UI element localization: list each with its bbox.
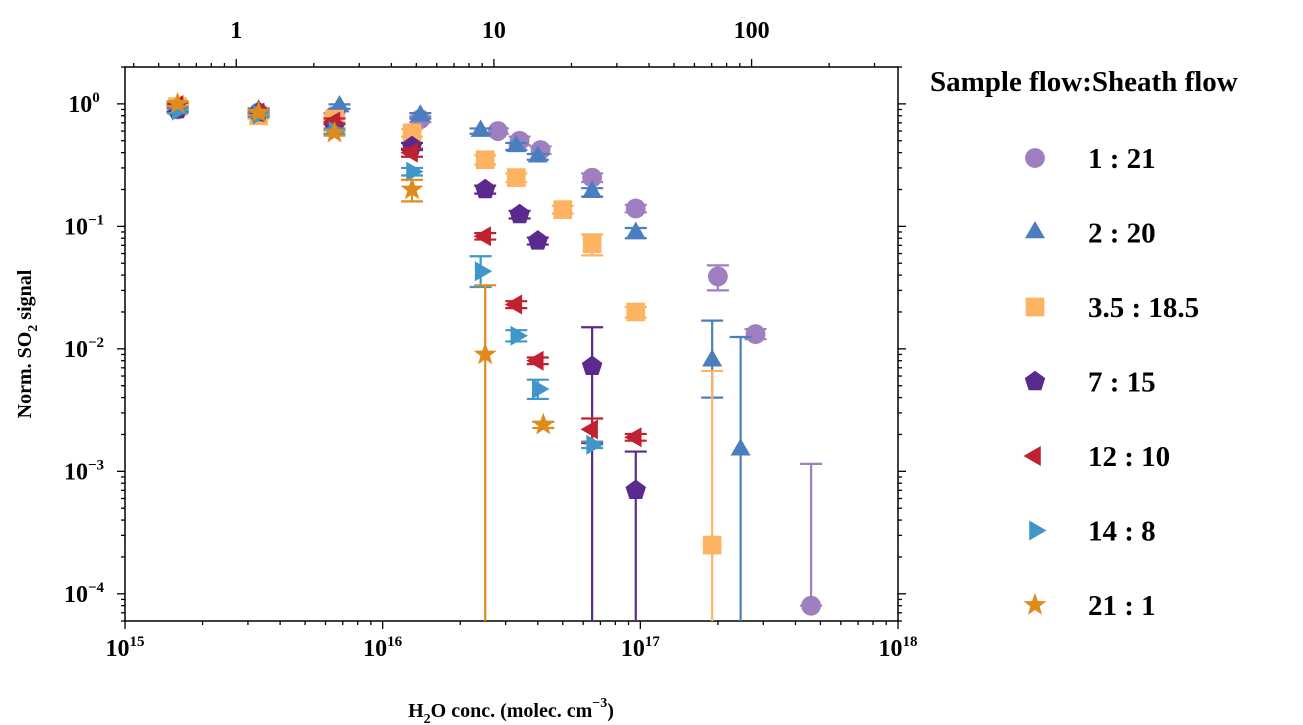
plot-frame: [124, 66, 899, 622]
data-point: [625, 479, 647, 500]
data-point: [475, 150, 495, 170]
top-tick-label: 100: [734, 18, 770, 44]
data-point: [473, 342, 497, 365]
data-point: [580, 419, 598, 440]
legend-label: 7 : 15: [1088, 367, 1156, 399]
legend-marker: [1029, 520, 1047, 541]
top-axis-ticks: 1 10 100: [133, 18, 876, 67]
data-point: [801, 595, 822, 616]
legend-label: 21 : 1: [1088, 590, 1156, 622]
data-point: [322, 120, 346, 143]
legend-marker: [1024, 370, 1046, 391]
data-point: [581, 355, 603, 376]
data-point: [247, 100, 271, 123]
data-point: [553, 200, 573, 219]
y-axis-ticks: 100 10−1 10−2 10−3 10−4: [64, 66, 125, 622]
data-point: [702, 535, 722, 555]
data-point: [166, 91, 190, 114]
data-point: [406, 161, 424, 182]
series-12-10: [166, 94, 647, 448]
data-point: [473, 226, 491, 247]
data-point: [410, 104, 431, 122]
data-point: [532, 379, 550, 400]
data-point: [582, 234, 602, 254]
data-point: [474, 261, 493, 282]
data-point: [586, 434, 604, 455]
data-point: [626, 302, 646, 322]
x-axis-label: H2O conc. (molec. cm−3): [408, 696, 614, 725]
y-tick-label: 10−4: [64, 580, 105, 608]
x-tick-label: 1016: [363, 634, 403, 662]
data-point: [506, 168, 526, 187]
y-tick-label: 10−2: [64, 335, 104, 363]
data-point: [510, 325, 528, 346]
series-2-20: [166, 95, 752, 621]
legend-marker: [1025, 148, 1045, 168]
data-point: [329, 95, 350, 113]
data-point: [582, 167, 603, 188]
legend-label: 3.5 : 18.5: [1088, 292, 1199, 324]
series-21-1: [166, 91, 555, 621]
data-series: [166, 91, 823, 621]
data-point: [506, 134, 527, 153]
y-tick-label: 100: [68, 90, 100, 118]
y-axis-label: Norm. SO2 signal: [14, 269, 41, 418]
legend-title: Sample flow:Sheath flow: [930, 66, 1238, 98]
legend-marker: [1023, 446, 1041, 466]
legend-marker: [1025, 297, 1045, 317]
y-tick-label: 10−3: [64, 457, 104, 485]
series-1-21: [166, 99, 823, 616]
legend: 1 : 21 2 : 20 3.5 : 18.5 7 : 15 12 : 10 14 : …: [1023, 143, 1199, 622]
data-point: [625, 198, 646, 219]
data-point: [470, 119, 491, 137]
data-point: [625, 221, 646, 239]
data-point: [402, 123, 422, 143]
legend-label: 2 : 20: [1088, 218, 1156, 250]
x-tick-label: 1015: [106, 634, 145, 662]
data-point: [527, 145, 548, 163]
top-tick-label: 1: [230, 18, 242, 44]
data-point: [707, 266, 728, 287]
data-point: [400, 177, 424, 200]
data-point: [531, 412, 555, 435]
data-point: [745, 324, 766, 344]
legend-label: 14 : 8: [1088, 516, 1156, 548]
data-point: [487, 121, 508, 141]
x-axis-ticks: 1015 1016 1017 1018: [106, 621, 918, 662]
data-point: [504, 294, 523, 315]
data-point: [702, 349, 723, 367]
data-point: [400, 142, 418, 163]
legend-label: 12 : 10: [1088, 441, 1170, 473]
x-tick-label: 1017: [621, 634, 661, 662]
data-point: [526, 350, 544, 371]
data-point: [474, 178, 496, 199]
data-point: [582, 180, 603, 198]
legend-marker: [1023, 592, 1047, 615]
top-tick-label: 10: [482, 18, 506, 44]
legend-marker: [1025, 220, 1045, 239]
data-point: [624, 427, 642, 448]
y-tick-label: 10−1: [64, 212, 104, 240]
right-axis-ticks: [898, 66, 906, 622]
data-point: [527, 230, 549, 250]
data-point: [509, 203, 530, 224]
legend-label: 1 : 21: [1088, 143, 1156, 175]
data-point: [730, 438, 751, 456]
x-tick-label: 1018: [879, 634, 918, 662]
series-3-5-18-5: [166, 97, 724, 621]
